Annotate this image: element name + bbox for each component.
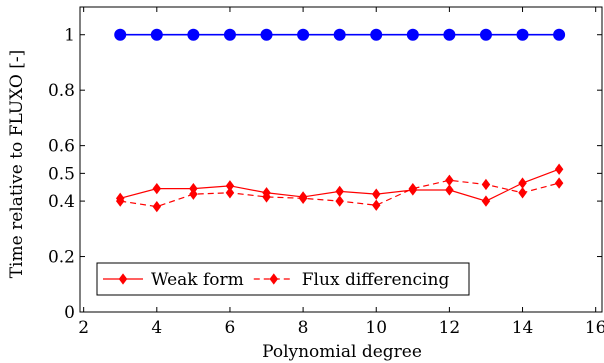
- data-point: [189, 188, 198, 200]
- y-tick-label: 1: [64, 26, 75, 46]
- x-tick-label: 4: [151, 318, 162, 338]
- data-point: [370, 28, 383, 41]
- data-point: [406, 28, 419, 41]
- y-tick-label: 0.2: [48, 248, 75, 268]
- x-tick-label: 2: [78, 318, 89, 338]
- x-tick-label: 16: [585, 318, 604, 338]
- data-point: [518, 177, 527, 189]
- y-tick-label: 0.5: [48, 164, 75, 184]
- data-point: [481, 178, 491, 191]
- x-tick-label: 6: [225, 318, 236, 338]
- legend-label: Flux differencing: [302, 270, 450, 290]
- plot-frame: [79, 6, 603, 313]
- y-tick-label: 0.4: [48, 192, 75, 212]
- data-point: [445, 184, 454, 196]
- y-tick-label: 0.8: [48, 81, 75, 101]
- series-reference: [114, 28, 566, 41]
- data-point: [481, 195, 491, 207]
- x-axis-title: Polynomial degree: [262, 342, 422, 362]
- data-point: [152, 200, 162, 213]
- data-point: [298, 192, 308, 204]
- legend-box: [96, 262, 470, 296]
- x-tick-label: 8: [298, 318, 309, 338]
- data-point: [225, 187, 235, 199]
- x-tick-label: 10: [365, 318, 387, 338]
- y-axis-title: Time relative to FLUXO [-]: [7, 50, 27, 279]
- data-point: [371, 188, 381, 200]
- data-point: [518, 187, 527, 199]
- data-point: [335, 185, 344, 198]
- data-point: [260, 28, 273, 41]
- series-flux-differencing: [115, 174, 564, 213]
- y-tick-label: 0.6: [48, 137, 75, 157]
- series-layer: [114, 28, 566, 213]
- x-tick-label: 14: [512, 318, 534, 338]
- axis-layer: 2 4 6 8 10 12 14 16 0 0.2 0.4 0.5 0.6 0.8 1: [48, 6, 604, 338]
- data-point: [150, 28, 163, 41]
- x-tick-label: 12: [439, 318, 461, 338]
- legend-sample-marker: [269, 273, 279, 285]
- data-point: [479, 28, 492, 41]
- data-point: [516, 28, 529, 41]
- data-point: [114, 28, 127, 41]
- data-point: [443, 28, 456, 41]
- data-point: [152, 182, 162, 195]
- data-point: [187, 28, 200, 41]
- data-point: [223, 28, 236, 41]
- data-point: [371, 199, 381, 211]
- data-point: [333, 28, 346, 41]
- legend-label: Weak form: [151, 270, 244, 290]
- y-tick-label: 0: [64, 303, 75, 323]
- data-point: [408, 182, 418, 195]
- data-point: [445, 174, 454, 186]
- data-point: [262, 191, 271, 203]
- data-point: [297, 28, 310, 41]
- legend: Weak form Flux differencing: [96, 262, 470, 296]
- legend-sample-marker: [118, 273, 128, 285]
- data-point: [553, 28, 566, 41]
- data-point: [335, 195, 344, 207]
- data-point: [554, 163, 564, 175]
- data-point: [115, 195, 125, 207]
- data-point: [554, 177, 564, 189]
